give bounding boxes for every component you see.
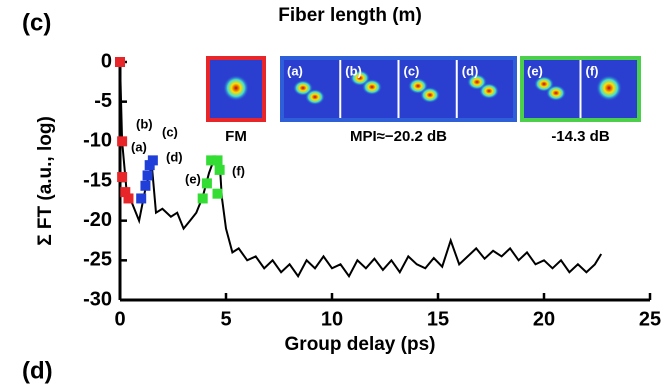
mode-image (479, 83, 499, 99)
annotation: (f) (232, 163, 245, 178)
marker (198, 193, 208, 203)
inset-panel-label: (e) (527, 63, 543, 78)
x-tick-label: 25 (639, 308, 661, 330)
x-tick-label: 5 (220, 308, 231, 330)
inset-panel-label: (c) (404, 63, 420, 78)
x-tick-label: 0 (114, 308, 125, 330)
marker (202, 178, 212, 188)
mode-image (420, 87, 440, 103)
annotation: (d) (166, 149, 183, 164)
marker (115, 57, 125, 67)
annotation: (b) (136, 116, 153, 131)
y-tick-label: -30 (83, 288, 112, 310)
mode-image (305, 89, 325, 105)
y-tick-label: -5 (94, 90, 112, 112)
inset-label: MPI≈−20.2 dB (350, 128, 447, 145)
mode-image (362, 79, 382, 95)
marker (148, 155, 158, 165)
y-tick-label: 0 (101, 50, 112, 72)
chart: (c) (d) Fiber length (m) Group delay (ps… (0, 0, 671, 387)
marker (213, 155, 223, 165)
inset-panel-label: (b) (345, 63, 362, 78)
inset-panel-label: (a) (287, 63, 303, 78)
annotation: (e) (185, 171, 201, 186)
x-tick-label: 20 (533, 308, 555, 330)
marker (140, 181, 150, 191)
panel-label: (c) (22, 9, 51, 36)
marker (143, 170, 153, 180)
marker (123, 193, 133, 203)
y-tick-label: -25 (83, 249, 112, 271)
y-axis-label: Σ FT (a.u., log) (35, 116, 56, 246)
marker (215, 165, 225, 175)
inset-label: -14.3 dB (551, 128, 610, 145)
mode-image (596, 75, 622, 101)
inset-panel-label: (f) (586, 63, 599, 78)
marker (117, 172, 127, 182)
top-axis-title: Fiber length (m) (278, 5, 422, 26)
x-tick-label: 15 (427, 308, 449, 330)
annotation: (a) (131, 139, 147, 154)
y-tick-label: -20 (83, 209, 112, 231)
marker (213, 189, 223, 199)
inset-label: FM (225, 128, 247, 145)
x-tick-label: 10 (321, 308, 343, 330)
inset-panel-label: (d) (462, 63, 479, 78)
y-tick-label: -10 (83, 130, 112, 152)
y-tick-label: -15 (83, 169, 112, 191)
marker (117, 136, 127, 146)
annotation: (c) (162, 124, 178, 139)
panel-label: (d) (22, 357, 53, 384)
marker (136, 193, 146, 203)
x-axis-label: Group delay (ps) (285, 334, 436, 355)
mode-image (546, 85, 566, 101)
mode-image (223, 75, 249, 101)
